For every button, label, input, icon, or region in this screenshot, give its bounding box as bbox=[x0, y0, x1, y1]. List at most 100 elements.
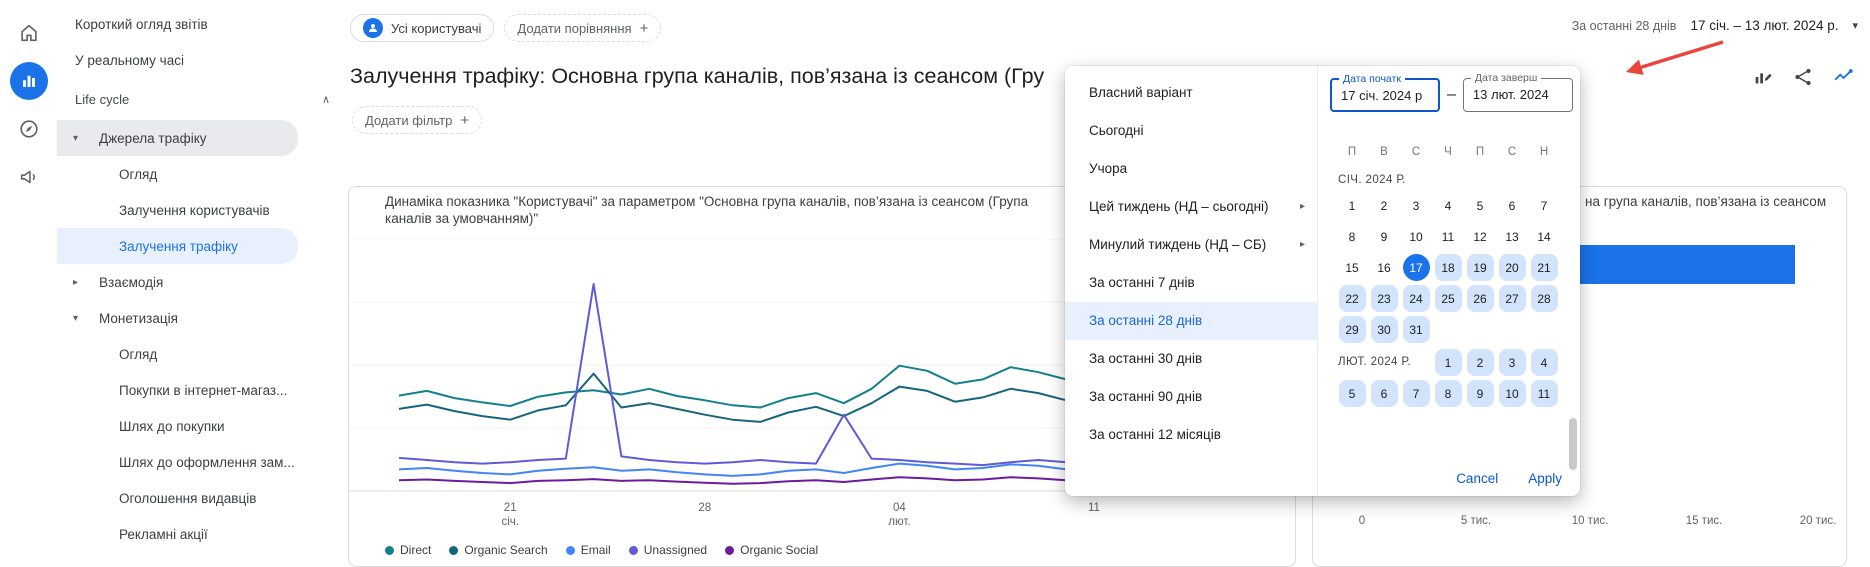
sidebar-item[interactable]: ▾ Монетизація bbox=[57, 300, 344, 336]
apply-button[interactable]: Apply bbox=[1528, 471, 1562, 486]
calendar-day[interactable]: 9 bbox=[1380, 229, 1388, 244]
start-date-input[interactable]: Дата початк 17 січ. 2024 р bbox=[1330, 73, 1440, 112]
sidebar-item[interactable]: Life cycle ∧ bbox=[57, 78, 344, 120]
calendar-day[interactable]: 8 bbox=[1434, 380, 1462, 407]
calendar-day[interactable]: 3 bbox=[1412, 198, 1420, 213]
line-chart-title: Динаміка показника "Користувачі" за пара… bbox=[385, 194, 1029, 226]
sidebar-item-label: Оголошення видавців bbox=[119, 490, 257, 506]
reports-icon[interactable] bbox=[9, 62, 48, 100]
calendar-day[interactable]: 18 bbox=[1434, 254, 1462, 281]
legend-label: Organic Search bbox=[464, 543, 548, 557]
cancel-button[interactable]: Cancel bbox=[1456, 471, 1499, 486]
calendar-day[interactable]: 22 bbox=[1338, 285, 1366, 312]
calendar-day[interactable]: 30 bbox=[1370, 316, 1398, 343]
date-range-selector[interactable]: За останні 28 днів 17 січ. – 13 лют. 202… bbox=[1572, 18, 1858, 33]
share-icon[interactable] bbox=[1790, 64, 1816, 90]
sidebar-item[interactable]: Короткий огляд звітів bbox=[57, 6, 344, 42]
legend-item: Direct bbox=[385, 543, 431, 557]
legend-item: Organic Social bbox=[725, 543, 818, 557]
calendar-day[interactable]: 11 bbox=[1441, 229, 1455, 244]
calendar-day[interactable]: 29 bbox=[1338, 316, 1366, 343]
datepicker-preset[interactable]: Власний варіант bbox=[1065, 74, 1317, 112]
audience-chip[interactable]: Усі користувачі bbox=[350, 14, 495, 42]
end-date-label: Дата заверш bbox=[1470, 72, 1542, 84]
add-comparison-chip[interactable]: Додати порівняння + bbox=[504, 14, 662, 42]
date-range-value: 17 січ. – 13 лют. 2024 р. bbox=[1690, 18, 1839, 33]
calendar-day[interactable]: 1 bbox=[1434, 349, 1462, 376]
app-nav-rail bbox=[0, 0, 57, 566]
calendar-scrollbar[interactable] bbox=[1569, 418, 1577, 470]
calendar-day[interactable]: 16 bbox=[1377, 260, 1391, 275]
calendar-day[interactable]: 19 bbox=[1466, 254, 1494, 281]
calendar-day[interactable]: 15 bbox=[1345, 260, 1359, 275]
calendar-day[interactable]: 12 bbox=[1473, 229, 1487, 244]
insights-icon[interactable] bbox=[1830, 64, 1856, 90]
sidebar-item[interactable]: Оголошення видавців bbox=[57, 480, 344, 516]
legend-label: Organic Social bbox=[740, 543, 819, 557]
datepicker-preset[interactable]: За останні 7 днів bbox=[1065, 264, 1317, 302]
calendar-day[interactable]: 28 bbox=[1530, 285, 1558, 312]
calendar-day[interactable]: 6 bbox=[1370, 380, 1398, 407]
customize-report-icon[interactable] bbox=[1750, 64, 1776, 90]
advertising-icon[interactable] bbox=[10, 158, 48, 196]
datepicker-preset[interactable]: Учора bbox=[1065, 150, 1317, 188]
explore-icon[interactable] bbox=[10, 110, 48, 148]
sidebar-item[interactable]: ▾ Джерела трафіку bbox=[57, 120, 298, 156]
calendar-day[interactable]: 6 bbox=[1508, 198, 1516, 213]
sidebar-item[interactable]: Шлях до оформлення зам... bbox=[57, 444, 344, 480]
calendar-day[interactable]: 8 bbox=[1348, 229, 1356, 244]
calendar-day[interactable]: 4 bbox=[1444, 198, 1452, 213]
calendar-day[interactable]: 4 bbox=[1530, 349, 1558, 376]
sidebar-item[interactable]: Огляд bbox=[57, 156, 344, 192]
calendar-day[interactable]: 27 bbox=[1498, 285, 1526, 312]
calendar-day[interactable]: 13 bbox=[1505, 229, 1519, 244]
audience-chip-label: Усі користувачі bbox=[391, 20, 482, 36]
plus-icon: + bbox=[639, 19, 649, 37]
sidebar-item[interactable]: Залучення трафіку bbox=[57, 228, 298, 264]
datepicker-preset[interactable]: Сьогодні bbox=[1065, 112, 1317, 150]
calendar-day[interactable]: 9 bbox=[1466, 380, 1494, 407]
datepicker-preset[interactable]: За останні 12 місяців bbox=[1065, 416, 1317, 454]
calendar-day[interactable]: 25 bbox=[1434, 285, 1462, 312]
home-icon[interactable] bbox=[10, 14, 48, 52]
datepicker-preset[interactable]: Минулий тиждень (НД – СБ) ▸ bbox=[1065, 226, 1317, 264]
sidebar-item[interactable]: Огляд bbox=[57, 336, 344, 372]
end-date-input[interactable]: Дата заверш 13 лют. 2024 bbox=[1462, 72, 1573, 112]
sidebar-item[interactable]: Шлях до покупки bbox=[57, 408, 344, 444]
sidebar-item[interactable]: Залучення користувачів bbox=[57, 192, 344, 228]
calendar-day[interactable]: 14 bbox=[1537, 229, 1551, 244]
sidebar-item[interactable]: У реальному часі bbox=[57, 42, 344, 78]
calendar-day[interactable]: 21 bbox=[1530, 254, 1558, 281]
axis-tick-label: 20 тис. bbox=[1799, 515, 1837, 527]
calendar-day[interactable]: 26 bbox=[1466, 285, 1494, 312]
calendar-day[interactable]: 23 bbox=[1370, 285, 1398, 312]
sidebar-item[interactable]: ▸ Взаємодія bbox=[57, 264, 344, 300]
calendar-day[interactable]: 10 bbox=[1409, 229, 1423, 244]
calendar-day[interactable]: 2 bbox=[1380, 198, 1388, 213]
add-filter-chip[interactable]: Додати фільтр + bbox=[352, 106, 483, 134]
calendar-day[interactable]: 1 bbox=[1348, 198, 1356, 213]
calendar-day[interactable]: 2 bbox=[1466, 349, 1494, 376]
calendar-day[interactable]: 20 bbox=[1498, 254, 1526, 281]
calendar-day[interactable]: 5 bbox=[1338, 380, 1366, 407]
collapse-chevron-icon[interactable]: ∧ bbox=[321, 93, 330, 106]
calendar-day[interactable]: 7 bbox=[1402, 380, 1430, 407]
calendar-day[interactable]: 17 bbox=[1402, 254, 1430, 281]
calendar-day[interactable]: 3 bbox=[1498, 349, 1526, 376]
collapse-arrow-icon: ▸ bbox=[73, 276, 79, 288]
sidebar-item[interactable]: Рекламні акції bbox=[57, 516, 344, 552]
calendar-day[interactable]: 7 bbox=[1540, 198, 1548, 213]
sidebar-item[interactable]: Покупки в інтернет-магаз... bbox=[57, 372, 344, 408]
datepicker-preset[interactable]: За останні 30 днів bbox=[1065, 340, 1317, 378]
calendar-day[interactable]: 11 bbox=[1530, 380, 1558, 407]
datepicker-preset[interactable]: За останні 28 днів bbox=[1065, 302, 1317, 340]
calendar-day[interactable]: 5 bbox=[1476, 198, 1484, 213]
calendar-day[interactable]: 10 bbox=[1498, 380, 1526, 407]
calendar-day[interactable]: 31 bbox=[1402, 316, 1430, 343]
datepicker-preset[interactable]: Цей тиждень (НД – сьогодні) ▸ bbox=[1065, 188, 1317, 226]
weekday-label: П bbox=[1475, 146, 1485, 158]
calendar-day[interactable]: 24 bbox=[1402, 285, 1430, 312]
sidebar-item-label: Life cycle bbox=[75, 91, 130, 107]
datepicker-preset[interactable]: За останні 90 днів bbox=[1065, 378, 1317, 416]
sidebar-nav: Короткий огляд звітів У реальному часі Lif… bbox=[57, 0, 344, 566]
